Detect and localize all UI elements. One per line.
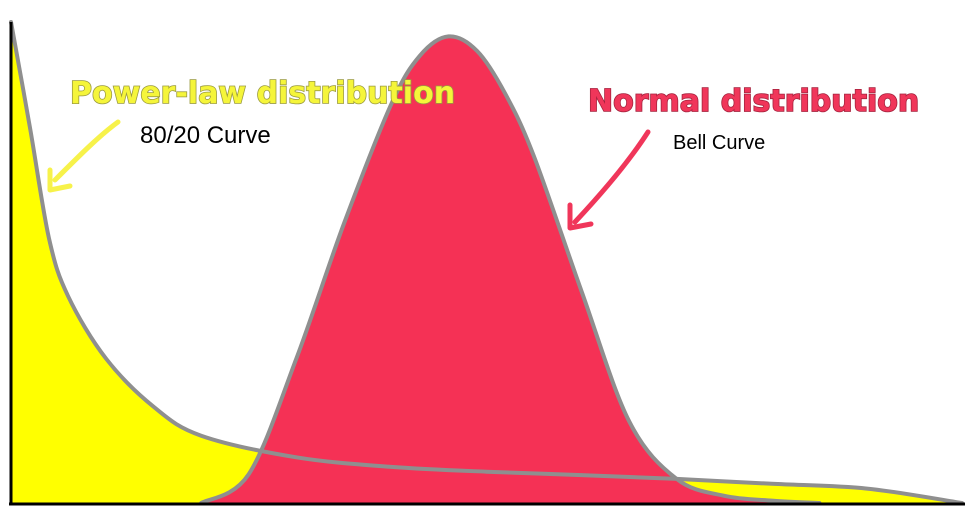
normal-arrowhead	[567, 202, 594, 231]
power-law-area	[11, 22, 962, 503]
power-law-arrowhead	[47, 167, 73, 193]
power-law-arrow	[52, 119, 121, 183]
power-law-title: Power-law distribution	[70, 76, 455, 111]
normal-arrow	[572, 129, 651, 225]
power-law-subtitle: 80/20 Curve	[140, 122, 271, 149]
axes-layer	[9, 22, 965, 506]
normal-subtitle: Bell Curve	[673, 132, 765, 154]
power-law-curve	[9, 20, 964, 505]
normal-title: Normal distribution	[588, 84, 919, 119]
normal-area	[201, 36, 820, 503]
annotations-layer: Power-law distribution 80/20 Curve Norma…	[47, 75, 920, 231]
areas-layer	[9, 20, 964, 505]
